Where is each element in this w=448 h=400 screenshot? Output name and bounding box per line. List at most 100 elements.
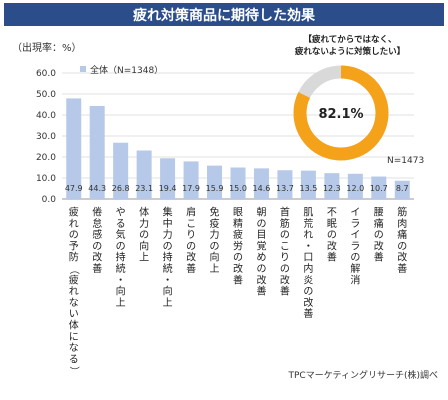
svg-text:痛: 痛 xyxy=(374,217,384,230)
svg-text:善: 善 xyxy=(397,262,407,275)
svg-text:集: 集 xyxy=(163,206,173,219)
svg-text:肩: 肩 xyxy=(186,206,196,219)
svg-text:精: 精 xyxy=(233,217,243,230)
value-labels: 47.9 44.3 26.8 23.1 19.4 17.9 15.9 15.0 14.6 13.7… xyxy=(65,184,409,193)
svg-text:眼: 眼 xyxy=(233,207,243,219)
svg-text:こ: こ xyxy=(280,241,290,252)
svg-text:痛: 痛 xyxy=(397,228,407,241)
svg-text:善: 善 xyxy=(327,251,337,264)
svg-text:こ: こ xyxy=(186,219,196,230)
svg-text:疲: 疲 xyxy=(69,206,79,219)
svg-text:首: 首 xyxy=(280,206,290,219)
svg-text:力: 力 xyxy=(210,228,220,241)
bar xyxy=(371,176,387,199)
svg-text:の: の xyxy=(233,253,243,264)
svg-text:）: ） xyxy=(68,366,80,376)
svg-text:改: 改 xyxy=(303,296,313,309)
svg-text:感: 感 xyxy=(92,228,102,241)
svg-text:の: の xyxy=(303,287,313,298)
svg-text:の: の xyxy=(92,241,102,252)
svg-text:の: の xyxy=(397,241,407,252)
value-label: 10.7 xyxy=(370,184,388,193)
svg-text:な: な xyxy=(69,297,79,309)
value-label: 15.0 xyxy=(229,184,247,193)
bar xyxy=(277,170,293,199)
svg-text:イ: イ xyxy=(350,208,360,219)
svg-text:肌: 肌 xyxy=(303,207,313,219)
legend-swatch xyxy=(80,66,86,72)
bar xyxy=(183,161,199,199)
svg-text:筋: 筋 xyxy=(280,217,290,230)
value-label: 44.3 xyxy=(88,184,106,193)
svg-text:続: 続 xyxy=(163,262,173,275)
svg-text:眠: 眠 xyxy=(327,218,337,230)
svg-text:の: の xyxy=(280,230,290,241)
svg-text:め: め xyxy=(256,252,266,264)
svg-text:善: 善 xyxy=(256,285,266,298)
value-label: 19.4 xyxy=(159,184,177,193)
svg-text:の: の xyxy=(280,264,290,275)
donut xyxy=(293,65,389,161)
value-label: 47.9 xyxy=(65,184,83,193)
donut-value-label: 82.1% xyxy=(318,107,363,122)
svg-text:向: 向 xyxy=(210,251,220,264)
svg-text:覚: 覚 xyxy=(256,239,266,252)
bars xyxy=(66,98,410,199)
y-tick-label: 10.0 xyxy=(36,174,56,184)
y-tick-label: 30.0 xyxy=(36,132,56,142)
svg-text:上: 上 xyxy=(163,297,173,309)
svg-text:善: 善 xyxy=(374,251,384,264)
svg-text:怠: 怠 xyxy=(92,217,102,230)
svg-text:内: 内 xyxy=(303,262,313,275)
svg-text:り: り xyxy=(186,229,196,241)
svg-text:持: 持 xyxy=(116,251,126,264)
svg-text:倦: 倦 xyxy=(92,206,102,219)
svg-text:い: い xyxy=(69,309,79,320)
bar xyxy=(253,168,269,199)
value-label: 15.9 xyxy=(206,184,224,193)
value-label: 26.8 xyxy=(112,184,130,193)
svg-text:り: り xyxy=(280,252,290,264)
bar xyxy=(230,167,246,199)
svg-text:善: 善 xyxy=(186,262,196,275)
value-label: 13.7 xyxy=(276,184,294,193)
y-tick-labels: 0.0 10.0 20.0 30.0 40.0 50.0 60.0 xyxy=(36,69,56,205)
svg-text:・: ・ xyxy=(163,275,173,286)
svg-text:の: の xyxy=(210,241,220,252)
svg-text:続: 続 xyxy=(116,262,126,275)
svg-text:改: 改 xyxy=(374,239,384,252)
svg-text:れ: れ xyxy=(69,218,79,230)
legend-label: 全体（N=1348） xyxy=(90,64,163,76)
svg-text:（: （ xyxy=(68,265,80,275)
svg-text:の: の xyxy=(116,241,126,252)
value-label: 12.0 xyxy=(346,184,364,193)
svg-text:ラ: ラ xyxy=(350,218,360,230)
bar xyxy=(207,165,223,199)
y-tick-label: 0.0 xyxy=(42,195,57,205)
value-label: 13.5 xyxy=(299,184,317,193)
svg-text:防: 防 xyxy=(69,251,79,264)
svg-text:上: 上 xyxy=(139,252,149,264)
y-tick-label: 60.0 xyxy=(36,69,56,79)
svg-text:力: 力 xyxy=(163,228,173,241)
value-label: 17.9 xyxy=(182,184,200,193)
svg-text:不: 不 xyxy=(327,208,337,219)
inset-caption-line1: 【疲れてからではなく、 xyxy=(304,34,397,45)
svg-text:疫: 疫 xyxy=(210,217,220,230)
bar xyxy=(113,142,129,199)
bar xyxy=(394,180,410,199)
svg-text:イ: イ xyxy=(350,230,360,241)
chart-title: 疲れ対策商品に期待した効果 xyxy=(4,3,444,26)
value-label: 12.3 xyxy=(323,184,341,193)
